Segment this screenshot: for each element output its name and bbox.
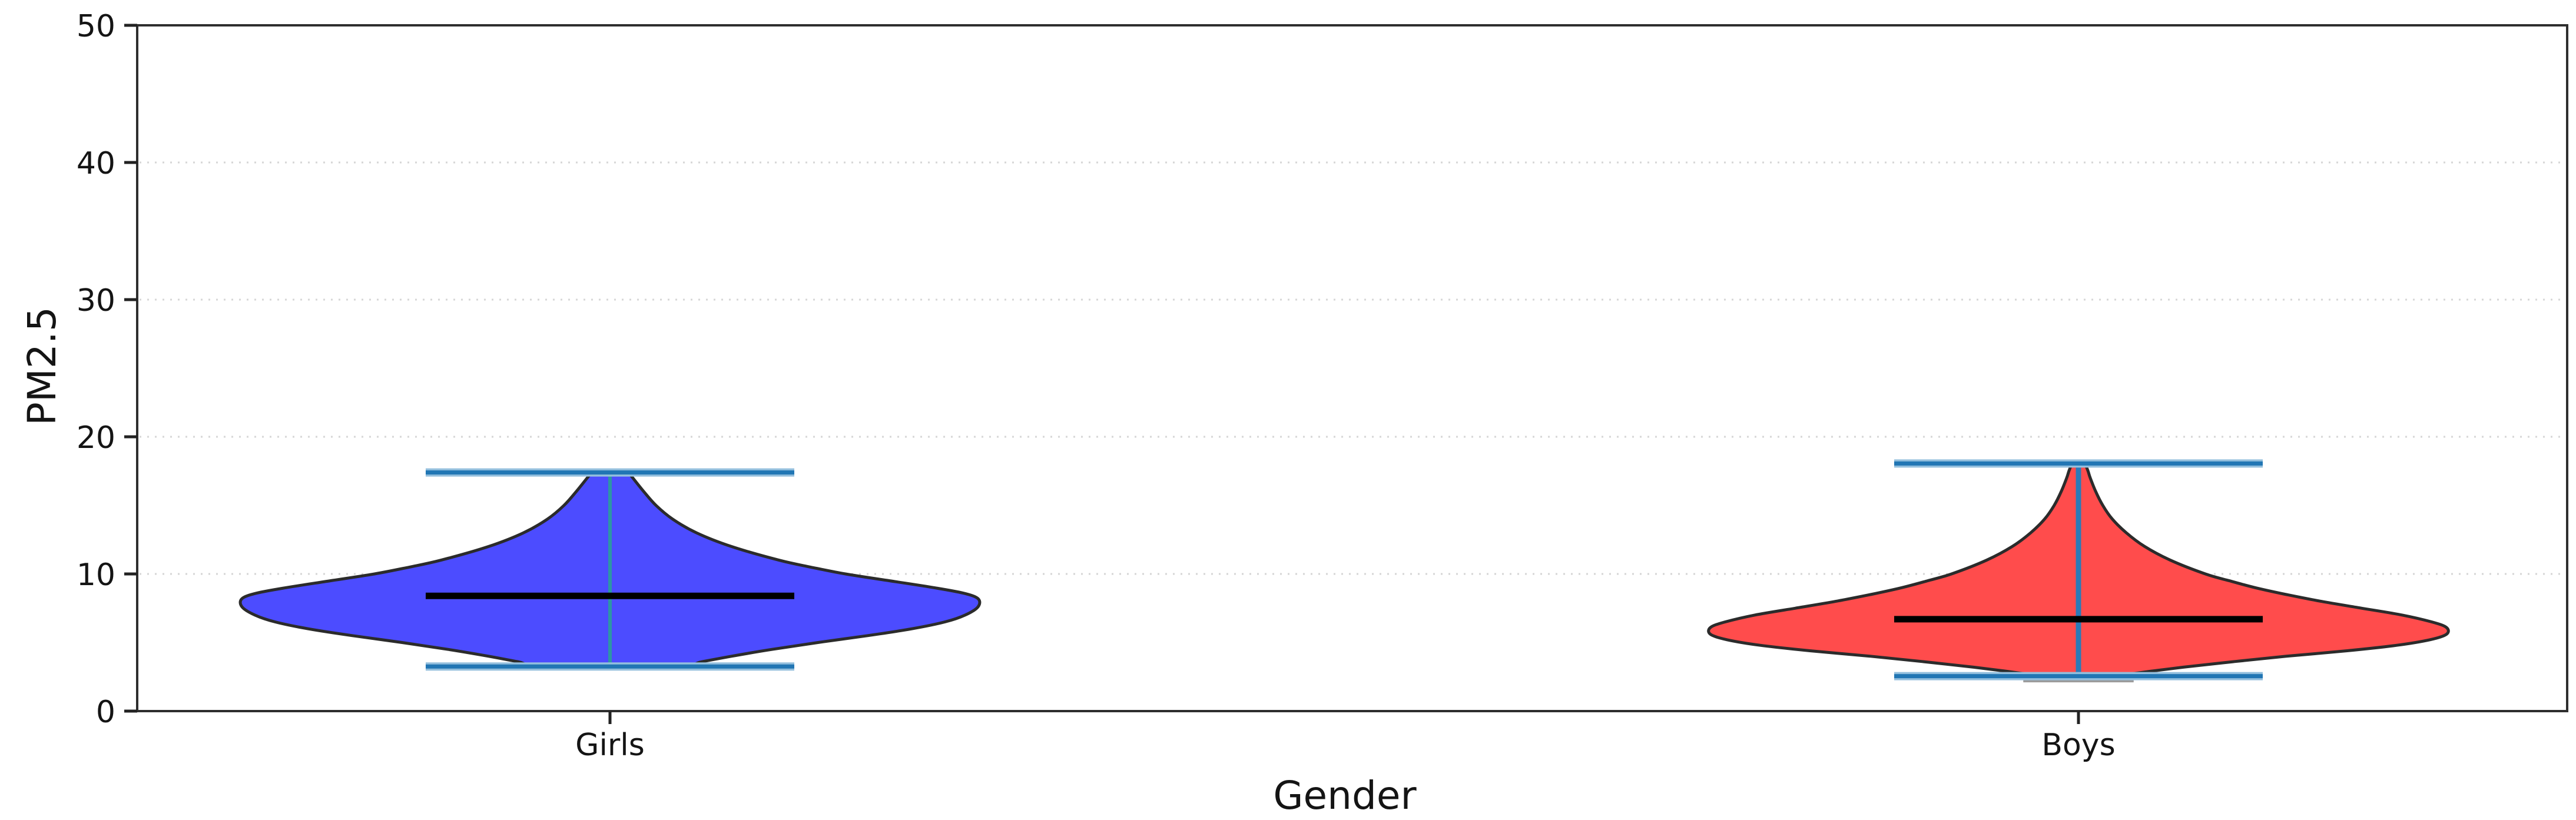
x-tick-label-boys: Boys — [2041, 728, 2115, 763]
y-tick-label-10: 10 — [77, 557, 115, 593]
y-tick-label-50: 50 — [77, 9, 115, 44]
y-tick-label-40: 40 — [77, 146, 115, 181]
y-tick-label-20: 20 — [77, 420, 115, 456]
x-axis-title: Gender — [1273, 773, 1417, 818]
y-tick-label-0: 0 — [96, 695, 115, 730]
y-tick-label-30: 30 — [77, 283, 115, 318]
y-axis-title: PM2.5 — [19, 307, 65, 426]
x-tick-label-girls: Girls — [575, 728, 645, 763]
plot-border — [136, 24, 2568, 712]
